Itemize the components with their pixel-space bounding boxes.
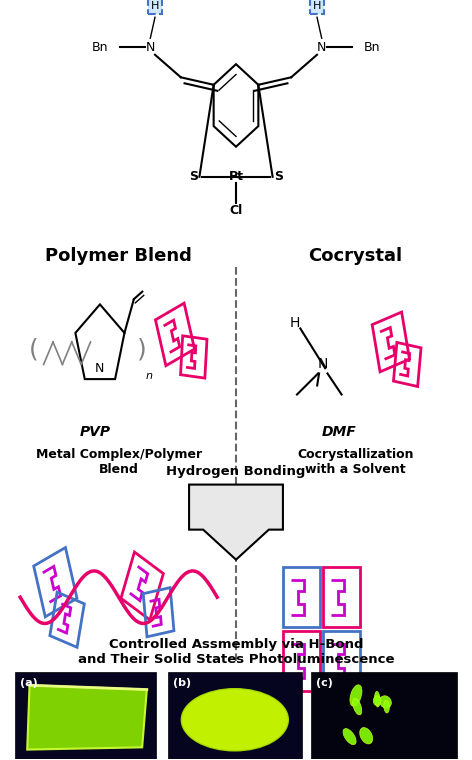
Text: Controlled Assmembly via H-Bond
and Their Solid States Photoluminescence: Controlled Assmembly via H-Bond and Thei… <box>78 638 394 666</box>
Bar <box>311 673 456 758</box>
Text: H: H <box>313 1 321 11</box>
Text: Metal Complex/Polymer
Blend: Metal Complex/Polymer Blend <box>35 448 202 476</box>
Ellipse shape <box>343 729 356 745</box>
Text: Bn: Bn <box>364 41 380 54</box>
Text: Bn: Bn <box>92 41 108 54</box>
Ellipse shape <box>384 700 389 713</box>
Text: Cocrystallization
with a Solvent: Cocrystallization with a Solvent <box>297 448 414 476</box>
Text: H: H <box>151 1 159 11</box>
Polygon shape <box>189 485 283 559</box>
Ellipse shape <box>360 727 373 744</box>
Ellipse shape <box>350 685 362 706</box>
Text: (b): (b) <box>173 678 191 689</box>
Text: Hydrogen Bonding: Hydrogen Bonding <box>166 464 306 477</box>
Text: Cl: Cl <box>229 204 243 217</box>
Polygon shape <box>27 686 147 749</box>
Text: Cocrystal: Cocrystal <box>309 246 403 264</box>
Text: N: N <box>95 362 105 375</box>
Text: S: S <box>189 170 198 183</box>
Text: (c): (c) <box>316 678 333 689</box>
Text: PVP: PVP <box>80 425 111 439</box>
Text: S: S <box>274 170 283 183</box>
Ellipse shape <box>379 695 391 708</box>
Text: ): ) <box>137 337 147 362</box>
Ellipse shape <box>181 689 288 751</box>
Text: N: N <box>318 357 328 372</box>
Text: DMF: DMF <box>322 425 357 439</box>
Text: N: N <box>317 41 326 54</box>
Ellipse shape <box>375 692 380 707</box>
Text: N: N <box>146 41 155 54</box>
Text: H: H <box>289 316 300 330</box>
Text: Polymer Blend: Polymer Blend <box>45 246 192 264</box>
Text: Pt: Pt <box>228 170 244 183</box>
Text: n: n <box>146 371 153 381</box>
Ellipse shape <box>353 698 362 715</box>
Text: (: ( <box>29 337 39 362</box>
Bar <box>168 673 302 758</box>
Text: (a): (a) <box>20 678 38 689</box>
Bar <box>16 673 156 758</box>
Ellipse shape <box>373 696 381 705</box>
